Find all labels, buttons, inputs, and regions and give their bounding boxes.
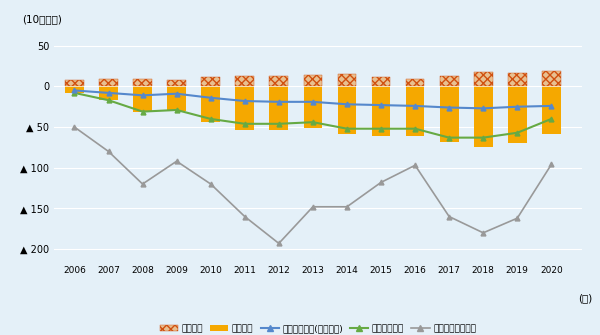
Bar <box>65 80 84 86</box>
Legend: 対中輸出, 対中輸入, 対中貳易収支(電気機器), 対中貳易収支, インドの貳易収支: 対中輸出, 対中輸入, 対中貳易収支(電気機器), 対中貳易収支, インドの貳易… <box>156 320 480 335</box>
Bar <box>269 76 288 86</box>
Bar <box>269 86 288 130</box>
Bar <box>474 72 493 86</box>
Bar <box>338 74 356 86</box>
Bar <box>440 76 458 86</box>
Bar <box>508 86 527 143</box>
Bar <box>99 86 118 100</box>
Bar <box>371 86 391 136</box>
Bar <box>167 86 186 111</box>
Bar <box>133 79 152 86</box>
Bar <box>508 73 527 86</box>
Bar <box>235 76 254 86</box>
Bar <box>304 75 322 86</box>
Bar <box>235 86 254 130</box>
Bar <box>304 86 322 128</box>
Bar <box>406 86 424 136</box>
Bar <box>371 77 391 86</box>
Text: (10億ドル): (10億ドル) <box>22 14 62 24</box>
Text: (年): (年) <box>578 293 593 303</box>
Bar <box>542 86 561 134</box>
Bar <box>542 71 561 86</box>
Bar <box>338 86 356 134</box>
Bar <box>167 80 186 86</box>
Bar <box>406 79 424 86</box>
Bar <box>474 86 493 147</box>
Bar <box>202 86 220 122</box>
Bar <box>133 86 152 113</box>
Bar <box>440 86 458 142</box>
Bar <box>202 77 220 86</box>
Bar <box>65 86 84 93</box>
Bar <box>99 79 118 86</box>
